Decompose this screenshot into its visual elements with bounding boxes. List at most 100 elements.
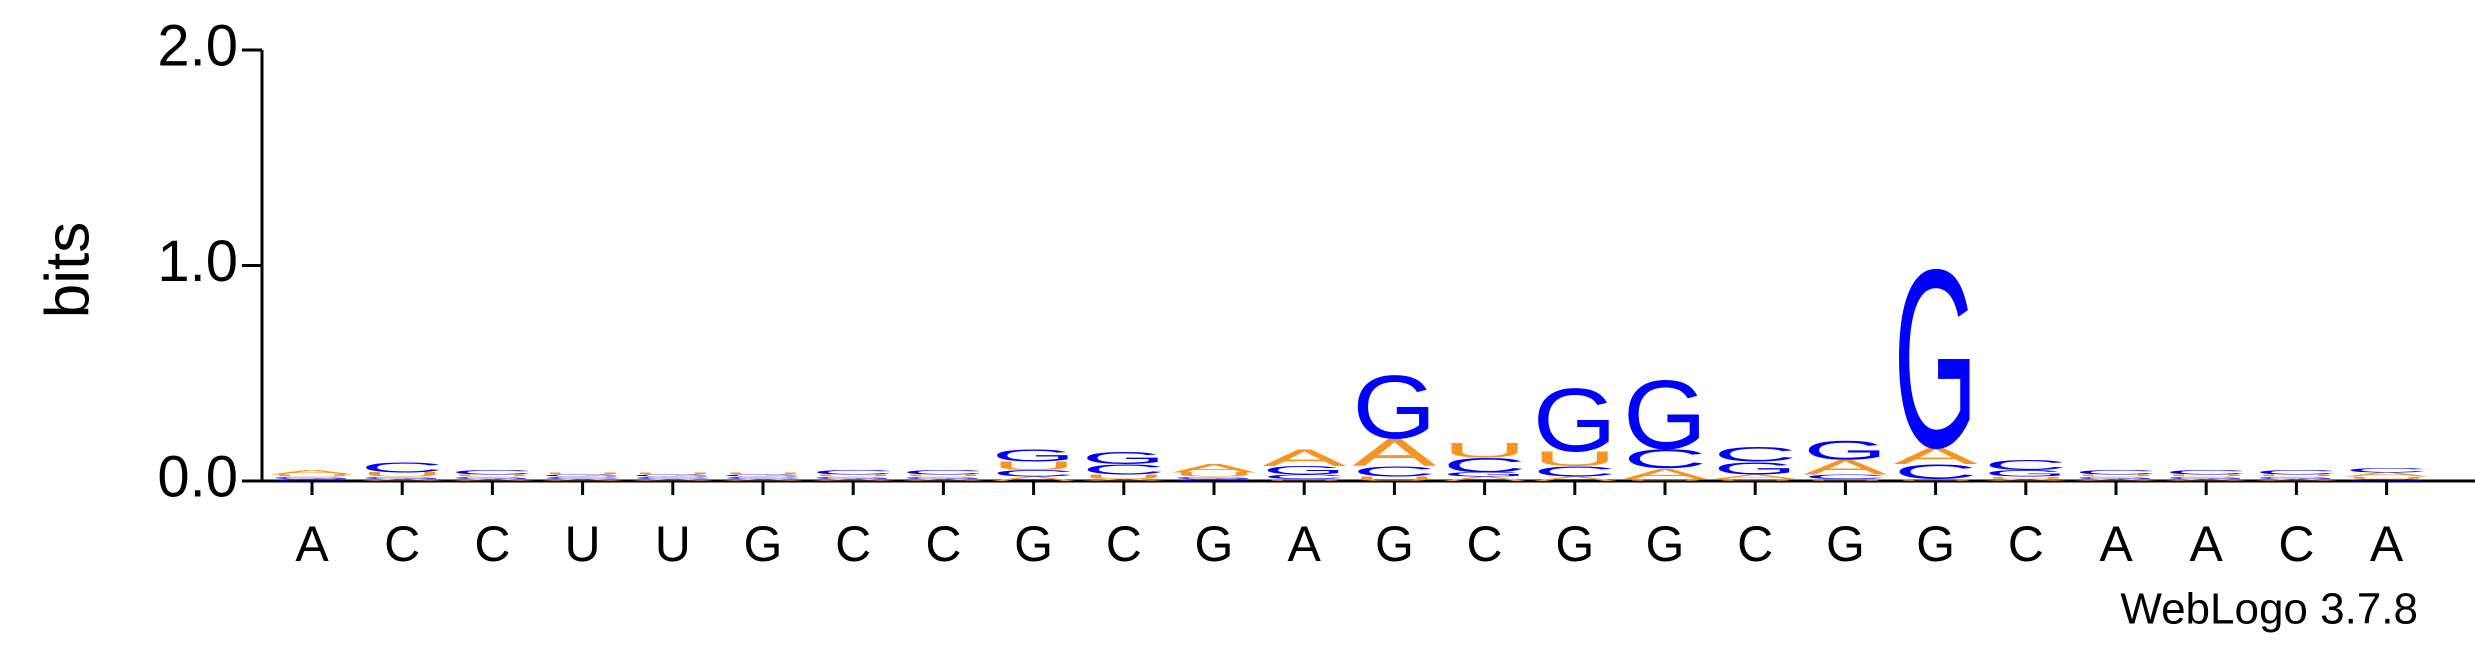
logo-letter: A (811, 478, 896, 481)
logo-letter: A (360, 478, 445, 481)
x-tick-label: A (2190, 516, 2224, 572)
logo-letter: G (1984, 469, 2068, 479)
x-tick-label: A (1288, 516, 1322, 572)
logo-letter: G (1082, 448, 1166, 468)
logo-letter: A (1443, 476, 1528, 483)
logo-letter: C (992, 469, 1076, 479)
logo-letter: C (270, 478, 354, 481)
logo-letter: G (2254, 476, 2338, 479)
logo-letter: A (1082, 478, 1167, 481)
x-tick-label: A (2099, 516, 2133, 572)
x-tick-label: C (1106, 516, 1142, 572)
logo-letter: U (1443, 439, 1527, 462)
logo-letter: U (2164, 474, 2248, 477)
x-tick-label: A (295, 516, 329, 572)
logo-letter: U (450, 474, 534, 477)
logo-letter: C (1713, 443, 1797, 466)
logo-letter: G (1623, 360, 1707, 470)
x-tick-label: G (1646, 516, 1685, 572)
logo-letter: U (541, 472, 625, 475)
x-tick-label: G (1555, 516, 1594, 572)
logo-letter: C (1894, 460, 1978, 483)
logo-letter: U (2074, 474, 2158, 477)
logo-letter: G (2345, 478, 2429, 481)
logo-letter: C (2345, 467, 2429, 474)
logo-letter: A (2074, 478, 2159, 481)
logo-letter: C (1352, 463, 1436, 480)
logo-letter: A (1172, 462, 1257, 475)
x-tick-label: C (474, 516, 510, 572)
logo-letter: C (1172, 478, 1256, 481)
logo-letter: A (631, 478, 716, 481)
y-tick-label: 0.0 (157, 444, 238, 509)
logo-letter: A (450, 478, 535, 481)
y-axis-label: bits (33, 222, 102, 318)
x-tick-label: C (2278, 516, 2314, 572)
y-tick-label: 1.0 (157, 229, 238, 294)
x-tick-label: G (744, 516, 783, 572)
logo-letter: U (1172, 471, 1256, 478)
logo-letter: A (270, 469, 355, 476)
logo-letter: C (2254, 469, 2338, 476)
x-tick-label: C (384, 516, 420, 572)
logo-letter: G (721, 474, 805, 477)
credit: WebLogo 3.7.8 (2120, 585, 2418, 634)
logo-letter: U (270, 474, 354, 477)
logo-letter: U (721, 472, 805, 475)
logo-letter: A (721, 478, 806, 481)
logo-letter: A (1713, 474, 1798, 481)
logo-letter: C (2074, 469, 2158, 476)
x-tick-label: C (2008, 516, 2044, 572)
logo-letter: U (1713, 478, 1797, 481)
logo-letter: G (1803, 435, 1887, 465)
logo-letter: A (901, 478, 986, 481)
logo-letter: G (1894, 216, 1978, 500)
logo-letter: A (1352, 431, 1437, 475)
x-tick-label: G (1195, 516, 1234, 572)
logo-letter: C (1984, 457, 2068, 474)
x-tick-label: C (925, 516, 961, 572)
logo-letter: G (1352, 358, 1436, 458)
logo-letter: G (1443, 471, 1527, 478)
logo-letter: A (1984, 478, 2069, 481)
logo-letter: C (360, 459, 444, 476)
logo-letter: A (1533, 476, 1618, 483)
x-tick-label: G (1826, 516, 1865, 572)
logo-letter: G (901, 476, 985, 479)
logo-letter: U (992, 460, 1076, 473)
logo-letter: C (721, 476, 805, 479)
logo-letter: A (2254, 478, 2339, 481)
logo-letter: U (1894, 478, 1978, 481)
logo-letter: C (1533, 463, 1617, 480)
logo-letter: C (450, 469, 534, 476)
logo-letter: C (2164, 469, 2248, 476)
x-tick-label: A (2370, 516, 2404, 572)
logo-letter: A (2345, 471, 2430, 478)
logo-letter: G (450, 476, 534, 479)
x-tick-label: C (835, 516, 871, 572)
logo-letter: G (541, 474, 625, 477)
logo-letter: G (1713, 459, 1797, 479)
logo-letter: G (1262, 464, 1346, 477)
logo-letter: C (1623, 444, 1707, 474)
logo-letter: C (1262, 474, 1346, 481)
logo-letter: G (1533, 371, 1617, 471)
x-tick-label: U (655, 516, 691, 572)
logo-letter: A (541, 478, 626, 481)
logo-letter: U (901, 474, 985, 477)
x-tick-label: U (565, 516, 601, 572)
logo-letter: U (1082, 474, 1166, 481)
logo-letter: U (2345, 476, 2429, 479)
logo-letter: C (1082, 461, 1166, 478)
logo-letter: U (811, 474, 895, 477)
logo-letter: G (2074, 476, 2158, 479)
logo-letter: C (1443, 454, 1527, 477)
logo-letter: U (631, 472, 715, 475)
logo-letter: U (1623, 478, 1707, 481)
logo-letter: G (631, 474, 715, 477)
logo-letter: G (1172, 476, 1256, 479)
logo-letter: G (270, 476, 354, 479)
logo-letter: G (992, 446, 1076, 466)
logo-letter: A (1803, 456, 1888, 479)
